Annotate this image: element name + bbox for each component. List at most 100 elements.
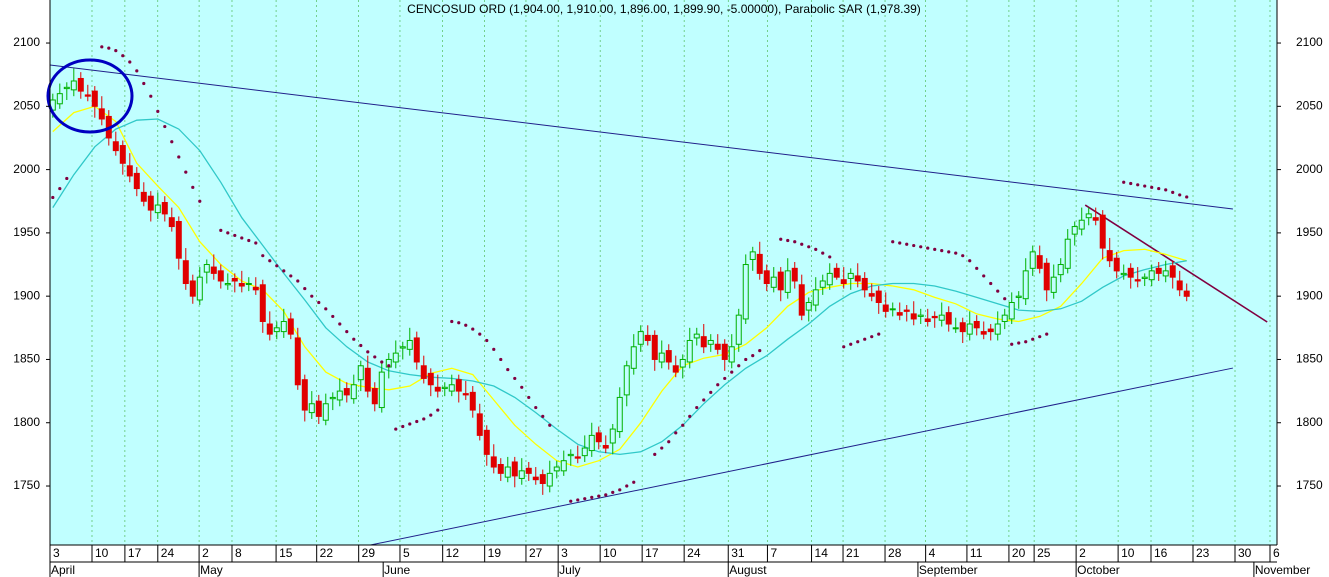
candle-body [735, 314, 742, 345]
x-tick-label: 5 [403, 546, 410, 560]
candle-body [896, 312, 903, 316]
candle-body [903, 309, 910, 312]
sar-dot [65, 176, 69, 181]
sar-dot [345, 330, 349, 334]
marks [49, 45, 1190, 503]
candle-body [294, 337, 301, 386]
candle-body [637, 331, 644, 345]
candle-body [273, 327, 280, 333]
candle-body [567, 453, 574, 457]
sar-dot [338, 322, 342, 326]
candle-body [1127, 267, 1134, 278]
candle-body [707, 339, 714, 345]
candle-body [1099, 214, 1106, 249]
sar-dot [660, 446, 664, 450]
candle-body [1022, 270, 1029, 300]
candle-body [350, 384, 357, 400]
month-label: August [729, 563, 767, 577]
candle-body [1071, 226, 1078, 235]
candle-body [518, 470, 525, 479]
candle-body [210, 266, 217, 274]
candle-body [945, 312, 952, 325]
candle-body [441, 386, 448, 390]
candle-body [847, 272, 854, 279]
x-tick-label: 12 [446, 546, 460, 560]
sar-dot [1185, 195, 1189, 199]
candle-body [1113, 257, 1120, 272]
candle-body [812, 289, 819, 306]
candle-body [126, 165, 133, 177]
candle-body [798, 284, 805, 316]
sar-dot [352, 337, 356, 341]
candle-body [252, 286, 259, 291]
candle-body [791, 267, 798, 282]
x-tick-label: 24 [161, 546, 175, 560]
y-tick-label: 1900 [13, 288, 40, 302]
candle-body [665, 350, 672, 363]
candle-body [819, 280, 826, 288]
sar-dot [947, 250, 951, 254]
y-tick-label-right: 1950 [1296, 225, 1323, 239]
candle-body [455, 379, 462, 392]
candle-body [154, 204, 161, 214]
sar-dot [730, 370, 734, 374]
sar-dot [933, 247, 937, 251]
month-label: April [51, 563, 75, 577]
sar-dot [261, 254, 265, 258]
candle-body [77, 77, 84, 92]
sar-dot [723, 376, 727, 381]
sar-dot [618, 488, 622, 492]
sar-dot [51, 195, 55, 200]
sar-dot [849, 342, 853, 346]
candle-body [987, 328, 994, 333]
candle-body [462, 393, 469, 396]
sar-dot [611, 490, 615, 494]
sar-dot [191, 185, 195, 189]
candle-body [917, 314, 924, 317]
sar-dot [226, 231, 230, 235]
candle-body [875, 290, 882, 303]
sar-dot [331, 314, 335, 319]
sar-dot [877, 332, 881, 336]
sar-dot [653, 452, 657, 456]
month-label: September [919, 563, 978, 577]
y-tick-label: 1850 [13, 352, 40, 366]
sar-dot [709, 390, 713, 394]
sar-dot [758, 348, 762, 353]
candle-body [378, 371, 385, 409]
sar-dot [100, 45, 104, 49]
candle-body [861, 277, 868, 291]
candle-body [742, 264, 749, 320]
candle-body [1078, 219, 1085, 230]
candle-body [672, 365, 679, 373]
sar-dot [142, 81, 146, 86]
x-tick-label: 27 [529, 546, 543, 560]
candle-body [595, 432, 602, 443]
candle-body [826, 272, 833, 286]
sar-dot [1178, 193, 1182, 197]
candle-body [994, 323, 1001, 335]
sar-dot [716, 383, 720, 387]
x-tick-label: 6 [1273, 546, 1280, 560]
x-tick-label: 8 [235, 546, 242, 560]
candle-body [364, 367, 371, 392]
candle-body [231, 277, 238, 282]
candle-body [329, 396, 336, 400]
y-tick-label: 2000 [13, 162, 40, 176]
sar-dot [625, 484, 629, 488]
sar-dot [1017, 341, 1021, 345]
x-tick-label: 30 [1238, 546, 1252, 560]
candle-body [1176, 280, 1183, 291]
candle-body [1043, 262, 1050, 291]
sar-dot [737, 364, 741, 368]
candle-body [1141, 276, 1148, 279]
candle-body [721, 343, 728, 360]
sar-dot [891, 240, 895, 244]
sar-dot [870, 335, 874, 339]
sar-dot [744, 357, 748, 362]
candle-body [560, 460, 567, 472]
month-label: November [1255, 563, 1310, 577]
candle-body [679, 358, 686, 368]
